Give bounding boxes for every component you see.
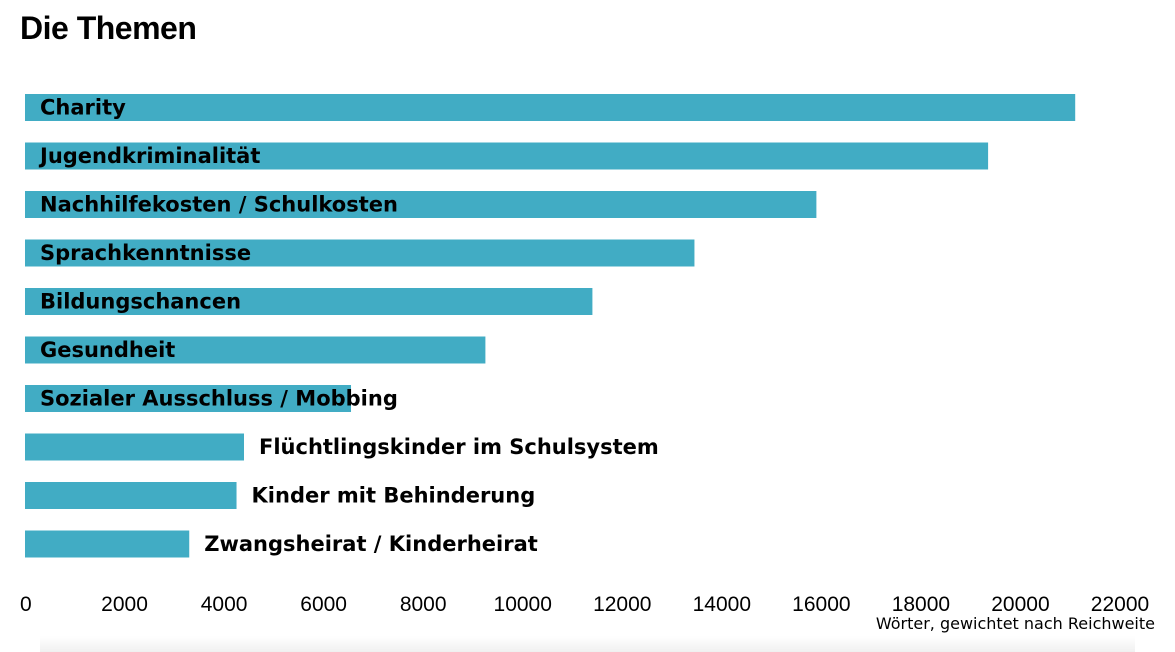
- x-tick-label-0: 0: [20, 593, 32, 616]
- x-axis-title: Wörter, gewichtet nach Reichweite: [875, 614, 1155, 633]
- x-tick-label-7: 14000: [693, 593, 751, 616]
- bar-label-0: Charity: [40, 96, 126, 120]
- bars-group: [25, 94, 1076, 558]
- bar-1: [25, 142, 989, 170]
- x-tick-label-2: 4000: [201, 593, 248, 616]
- bar-label-6: Sozialer Ausschluss / Mobbing: [40, 387, 398, 411]
- bar-label-7: Flüchtlingskinder im Schulsystem: [259, 435, 659, 459]
- chart-title: Die Themen: [20, 10, 197, 46]
- bar-label-8: Kinder mit Behinderung: [252, 484, 536, 508]
- x-tick-label-6: 12000: [593, 593, 651, 616]
- x-tick-label-9: 18000: [892, 593, 950, 616]
- x-tick-label-3: 6000: [300, 593, 347, 616]
- bar-label-2: Nachhilfekosten / Schulkosten: [40, 193, 398, 217]
- bar-3: [25, 239, 695, 267]
- x-tick-label-1: 2000: [101, 593, 148, 616]
- bar-8: [25, 482, 237, 509]
- x-tick-label-4: 8000: [400, 593, 447, 616]
- x-tick-label-11: 22000: [1091, 593, 1149, 616]
- bar-label-5: Gesundheit: [40, 338, 175, 362]
- x-axis-ticks: 0 2000 4000 6000 8000 10000 12000 14000 16000 180…: [20, 593, 1149, 616]
- bar-4: [25, 288, 593, 315]
- bar-labels-group: Charity Jugendkriminalität Nachhilfekosten…: [38, 96, 659, 557]
- bar-label-9: Zwangsheirat / Kinderheirat: [204, 532, 538, 556]
- bar-9: [25, 530, 190, 558]
- bar-label-3: Sprachkenntnisse: [40, 241, 251, 265]
- x-tick-label-5: 10000: [494, 593, 552, 616]
- bar-5: [25, 336, 486, 364]
- bar-label-1: Jugendkriminalität: [38, 144, 260, 168]
- bar-6: [25, 385, 352, 412]
- bar-2: [25, 191, 817, 218]
- bar-7: [25, 433, 244, 461]
- x-tick-label-10: 20000: [991, 593, 1049, 616]
- bar-0: [25, 94, 1076, 121]
- bottom-shadow: [40, 636, 1135, 652]
- bar-label-4: Bildungschancen: [40, 290, 241, 314]
- x-tick-label-8: 16000: [792, 593, 850, 616]
